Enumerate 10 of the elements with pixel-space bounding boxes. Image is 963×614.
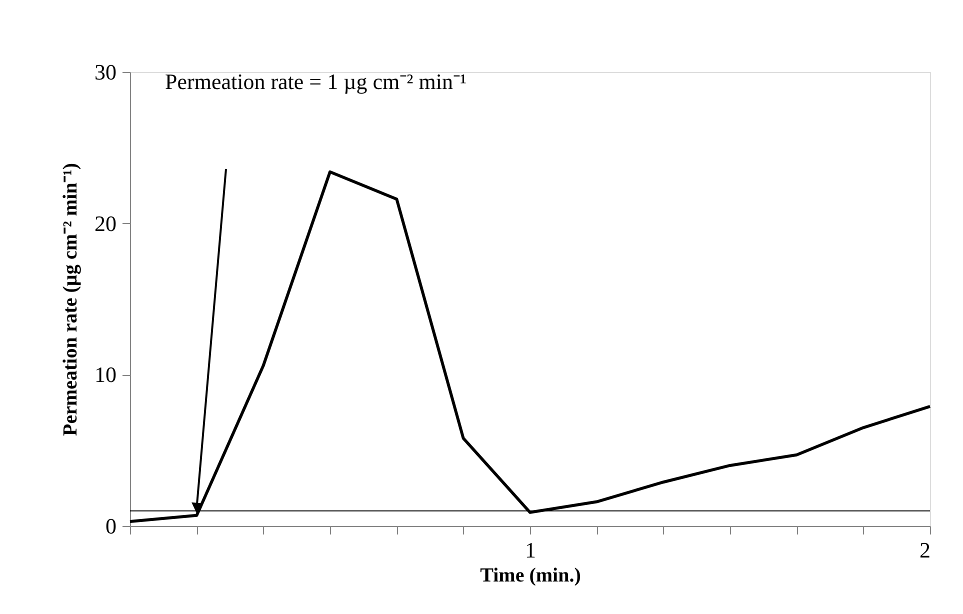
line-series xyxy=(128,170,932,523)
x-tick-label: 2 xyxy=(920,538,930,562)
y-tick-label: 30 xyxy=(94,60,116,84)
y-tick-label: 0 xyxy=(106,514,116,538)
y-axis-title: Permeation rate (µg cm⁻² min⁻¹) xyxy=(60,163,82,436)
y-tick-label: 10 xyxy=(94,362,116,388)
y-tick-label: 20 xyxy=(94,210,116,236)
annotation: Permeation rate = 1 µg cm⁻² min⁻¹ xyxy=(165,69,467,94)
x-axis-title: Time (min.) xyxy=(480,564,581,586)
x-tick-label: 1 xyxy=(525,538,536,562)
